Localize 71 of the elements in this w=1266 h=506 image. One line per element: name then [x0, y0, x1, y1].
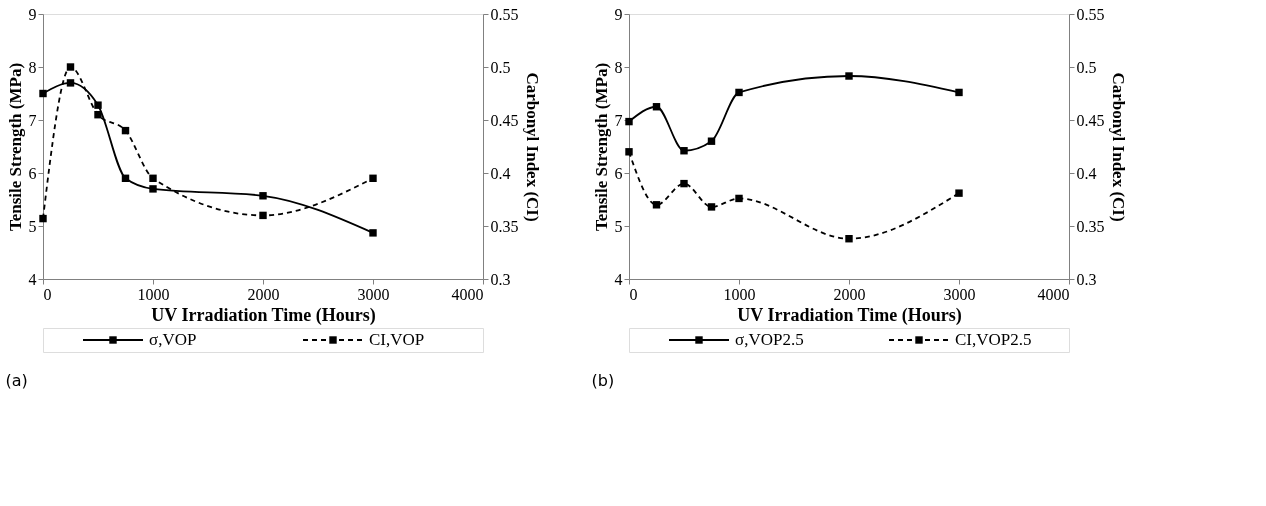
y2-tick-label: 0.4 — [490, 164, 511, 182]
point — [735, 194, 743, 203]
y-tick-label: 4 — [28, 270, 37, 288]
y-tick-label: 8 — [614, 58, 623, 76]
legend-label: σ,VOP — [149, 330, 197, 349]
y-axis-title: Tensile Strength (MPa) — [5, 62, 25, 232]
point — [955, 88, 963, 97]
y-axis-title: Tensile Strength (MPa) — [591, 62, 611, 232]
point — [707, 203, 716, 211]
x-tick-label: 2000 — [247, 285, 280, 303]
point — [845, 235, 853, 243]
x-tick-label: 3000 — [943, 285, 976, 303]
x-tick-label: 0 — [43, 285, 52, 303]
y2-tick-label: 0.45 — [490, 111, 519, 129]
y2-tick-label: 0.4 — [1076, 164, 1097, 182]
y-tick-label: 6 — [614, 164, 623, 182]
x-axis-title: UV Irradiation Time (Hours) — [151, 304, 376, 326]
y2-tick-label: 0.35 — [1076, 217, 1105, 235]
point — [39, 214, 47, 223]
y-tick-label: 6 — [28, 164, 37, 182]
legend-label: CI,VOP — [369, 330, 425, 349]
point — [680, 147, 688, 155]
y2-tick-label: 0.5 — [1076, 58, 1097, 76]
y-tick-label: 5 — [614, 217, 623, 235]
y-tick-label: 8 — [28, 58, 37, 76]
y-tick-label: 7 — [614, 111, 623, 129]
y-tick-label: 7 — [28, 111, 37, 129]
y-tick-label: 9 — [614, 5, 623, 23]
point — [369, 229, 377, 237]
y-tick-label: 5 — [28, 217, 37, 235]
point — [625, 148, 633, 156]
y2-tick-label: 0.45 — [1076, 111, 1105, 129]
text: (b) — [591, 370, 615, 390]
y2-tick-label: 0.35 — [490, 217, 519, 235]
point — [707, 137, 716, 145]
text: (a) — [5, 370, 28, 390]
x-tick-label: 3000 — [357, 285, 390, 303]
legend-label: σ,VOP2.5 — [735, 330, 804, 349]
point — [735, 88, 743, 97]
legend-label: CI,VOP2.5 — [955, 330, 1032, 349]
point — [94, 110, 102, 119]
x-axis-title: UV Irradiation Time (Hours) — [737, 304, 962, 326]
y2-tick-label: 0.5 — [490, 58, 511, 76]
point — [652, 201, 661, 209]
x-tick-label: 1000 — [723, 285, 756, 303]
y2-axis-title: Carbonyl Index (CI) — [1108, 72, 1128, 222]
y-tick-label: 9 — [28, 5, 37, 23]
y-tick-label: 4 — [614, 270, 623, 288]
point — [680, 179, 688, 188]
point — [149, 174, 157, 183]
point — [66, 63, 75, 71]
point — [625, 117, 633, 126]
y2-tick-label: 0.55 — [490, 5, 519, 23]
point — [39, 89, 47, 98]
x-tick-label: 0 — [629, 285, 638, 303]
x-tick-label: 1000 — [137, 285, 170, 303]
y2-tick-label: 0.3 — [490, 270, 511, 288]
point — [66, 79, 75, 87]
point — [259, 211, 267, 220]
x-tick-label: 4000 — [1037, 285, 1070, 303]
point — [149, 185, 157, 193]
point — [94, 101, 102, 109]
point — [955, 189, 963, 197]
y2-tick-label: 0.3 — [1076, 270, 1097, 288]
point — [259, 192, 267, 200]
y2-axis-title: Carbonyl Index (CI) — [522, 72, 542, 222]
point — [369, 174, 377, 183]
x-tick-label: 2000 — [833, 285, 866, 303]
y2-tick-label: 0.55 — [1076, 5, 1105, 23]
x-tick-label: 4000 — [451, 285, 484, 303]
point — [845, 72, 853, 80]
